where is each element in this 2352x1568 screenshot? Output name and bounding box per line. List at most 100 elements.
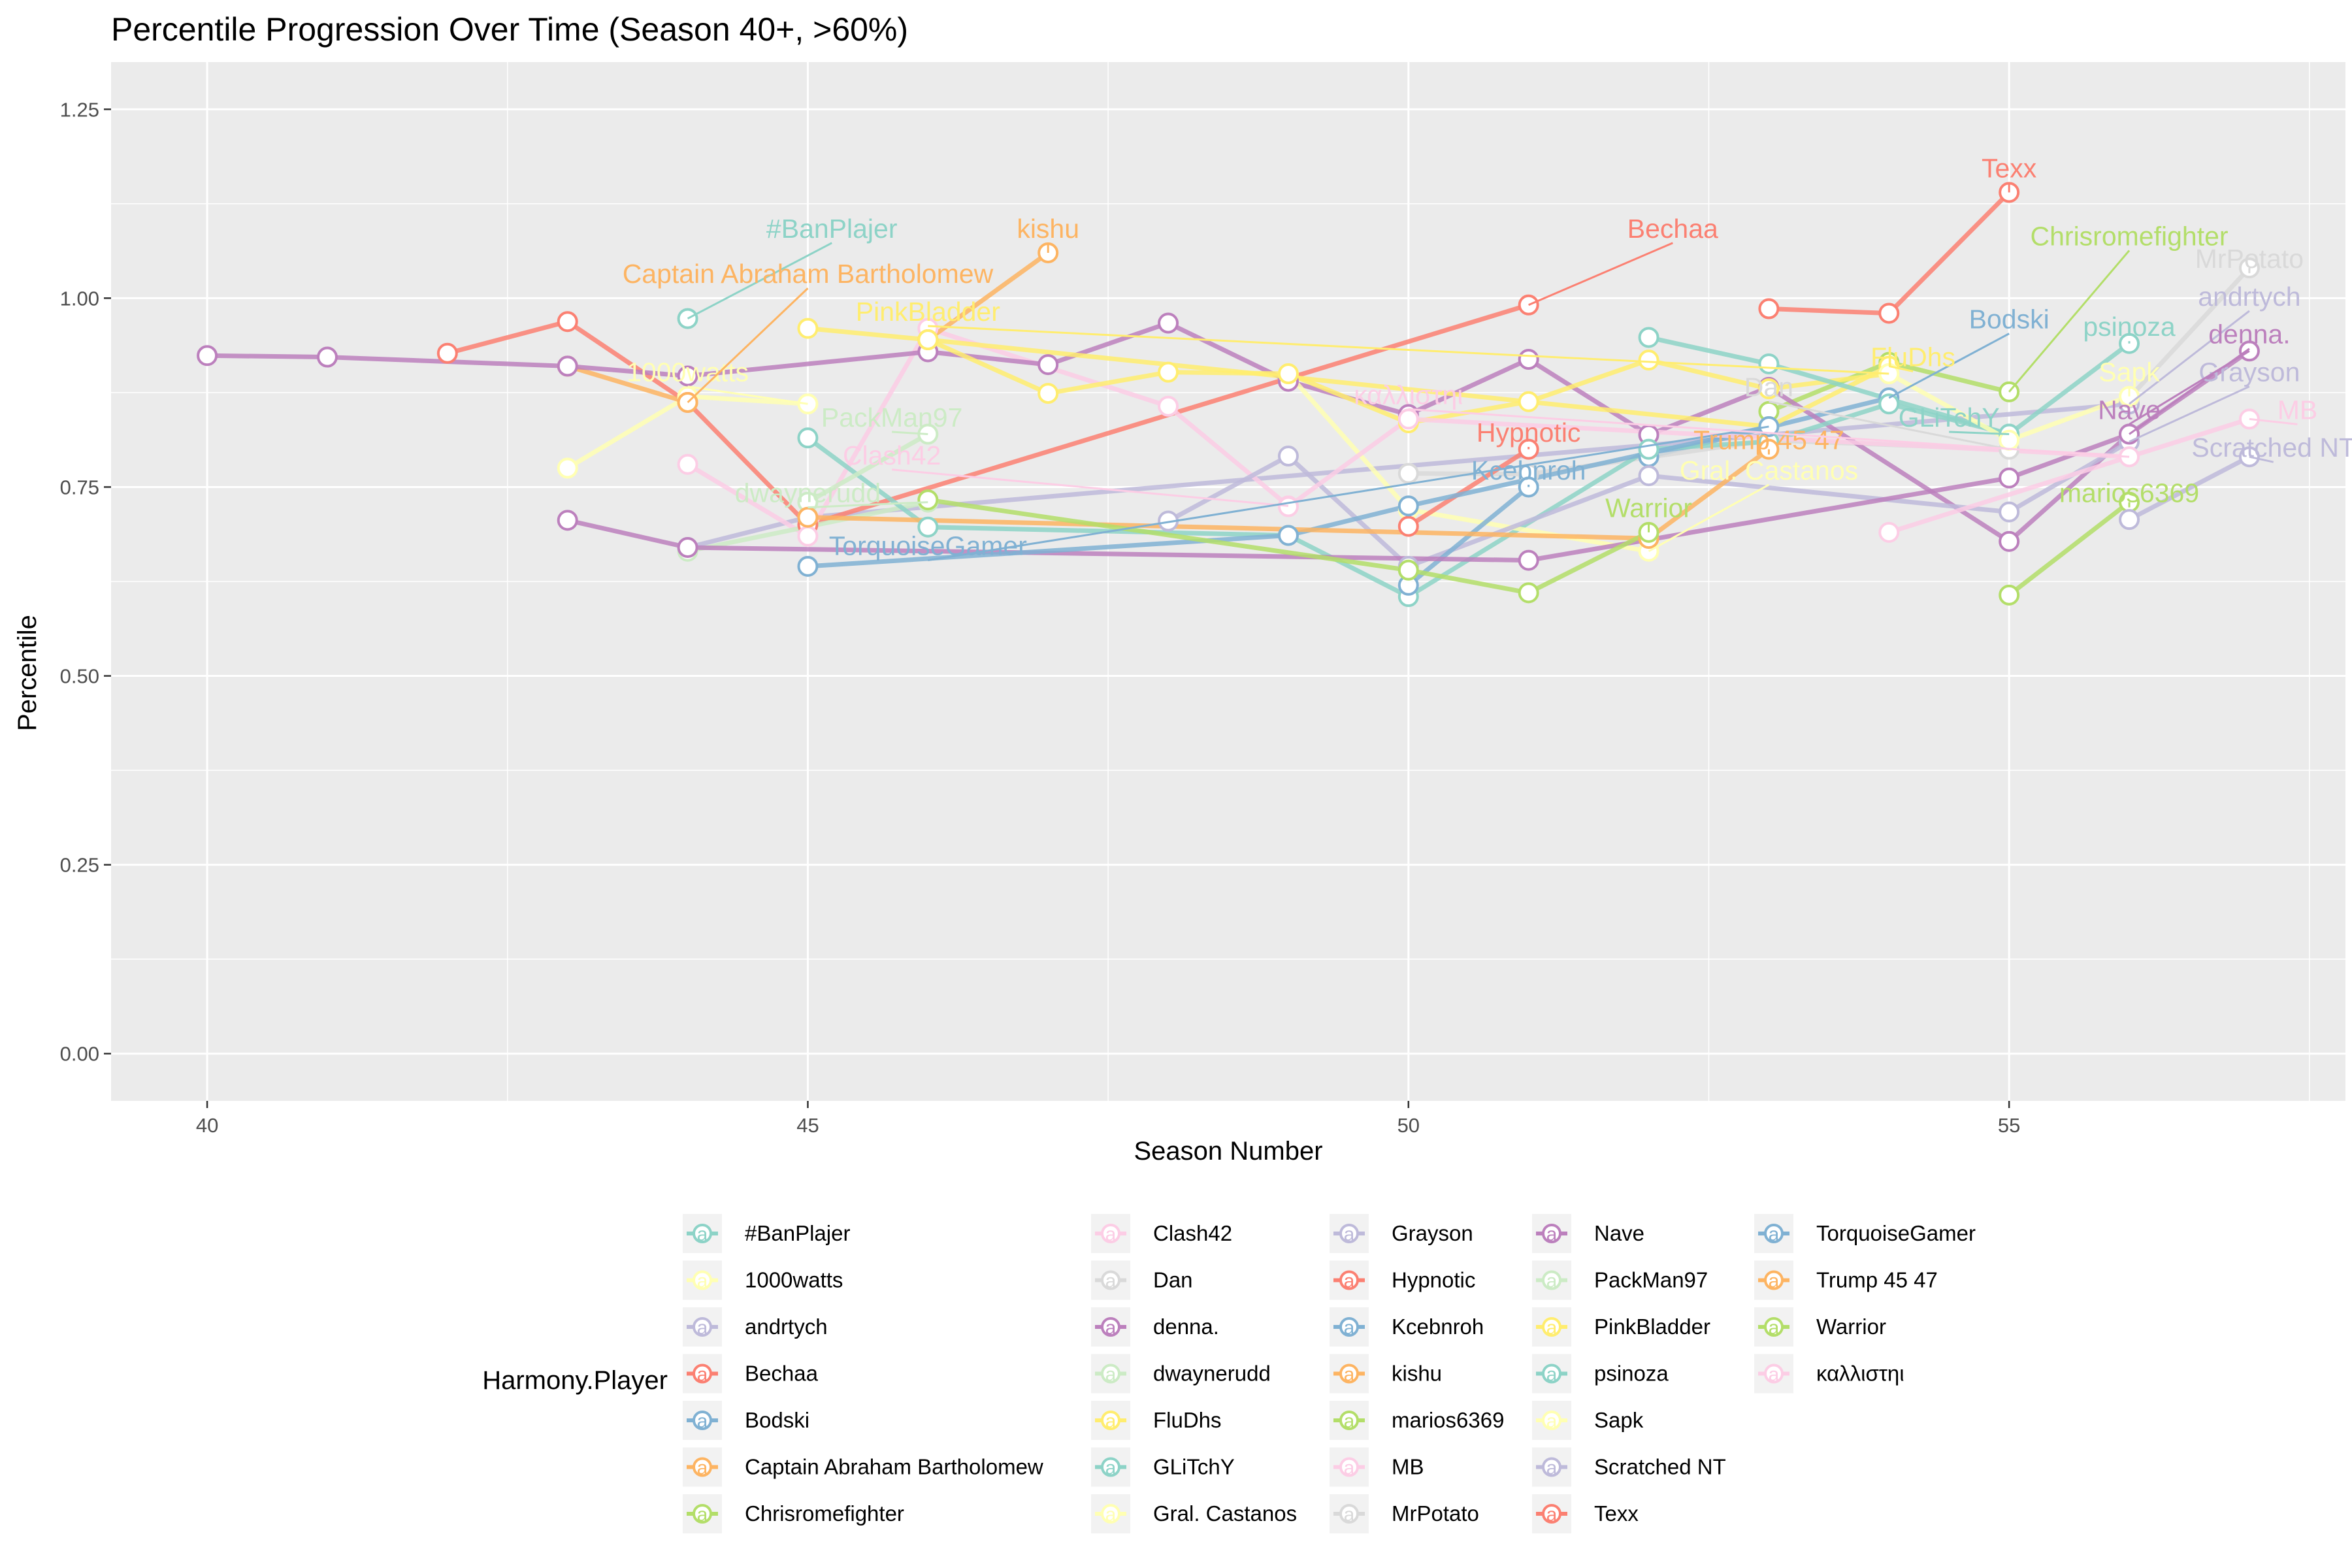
- label-leader: [2249, 417, 2298, 425]
- label-leader: [1528, 242, 1673, 306]
- series-label: Bechaa: [1627, 214, 1718, 244]
- data-point: [1878, 393, 1900, 415]
- data-point: [1277, 446, 1299, 467]
- legend-key-point: [1101, 1364, 1120, 1384]
- legend-key-point: [693, 1364, 712, 1384]
- legend-key-glyph: a: [1546, 1317, 1558, 1339]
- legend-key-glyph: a: [697, 1224, 708, 1245]
- legend-item: a Dan: [1091, 1260, 1193, 1300]
- series-label: Bodski: [1969, 304, 2050, 335]
- data-point: [1999, 531, 2020, 552]
- data-point: [1758, 378, 1780, 400]
- data-point: [1999, 467, 2020, 489]
- label-leader: [2129, 310, 2250, 405]
- data-point: [1397, 495, 1419, 517]
- series-label: kishu: [1017, 214, 1079, 244]
- legend-key-glyph: a: [1105, 1317, 1117, 1339]
- legend-label: MrPotato: [1392, 1501, 1479, 1526]
- legend-item: a MB: [1330, 1447, 1424, 1487]
- legend-item: a kishu: [1330, 1354, 1442, 1394]
- legend-key-glyph: a: [697, 1271, 708, 1292]
- legend-item: a GLiTchY: [1091, 1447, 1235, 1487]
- legend-item: a Nave: [1532, 1214, 1644, 1253]
- series-label: Dan: [1744, 372, 1793, 402]
- legend-label: Clash42: [1153, 1221, 1232, 1245]
- legend-item: a Warrior: [1754, 1307, 1886, 1347]
- series-line: [204, 321, 2132, 544]
- legend-key-glyph: a: [697, 1317, 708, 1339]
- series-label: #BanPlajer: [766, 214, 898, 244]
- legend-key-point: [1542, 1364, 1561, 1384]
- series-label: MB: [2278, 395, 2318, 425]
- data-point: [1638, 350, 1659, 371]
- data-point: [436, 342, 458, 364]
- legend-item: a Sapk: [1532, 1401, 1644, 1440]
- x-tick-label: 55: [1998, 1114, 2020, 1137]
- legend-item: a dwaynerudd: [1091, 1354, 1271, 1394]
- series-label: Warrior: [1605, 493, 1692, 523]
- legend-key-point: [693, 1457, 712, 1477]
- legend-key-glyph: a: [1769, 1224, 1780, 1245]
- legend-label: Kcebnroh: [1392, 1315, 1484, 1339]
- legend-item: a psinoza: [1532, 1354, 1669, 1394]
- data-point: [1397, 559, 1419, 581]
- legend-key-point: [1542, 1504, 1561, 1524]
- legend-label: marios6369: [1392, 1408, 1504, 1432]
- data-point: [797, 427, 819, 449]
- data-point: [1397, 515, 1419, 537]
- legend-key-point: [693, 1270, 712, 1290]
- label-leader: [2008, 250, 2131, 393]
- series-label: psinoza: [2083, 312, 2176, 342]
- legend-key-point: [1339, 1317, 1359, 1337]
- legend-label: Texx: [1594, 1501, 1639, 1526]
- legend-key-point: [693, 1504, 712, 1524]
- legend-key-point: [1339, 1270, 1359, 1290]
- series-label: Clash42: [843, 440, 941, 470]
- label-leader: [1888, 365, 1914, 372]
- y-tick-label: 0.50: [60, 665, 99, 688]
- data-point: [1158, 361, 1179, 383]
- legend-label: Grayson: [1392, 1221, 1473, 1245]
- x-tick-label: 40: [196, 1114, 218, 1137]
- series-line: [805, 432, 930, 505]
- legend-item: a καλλιστηι: [1754, 1354, 1904, 1394]
- label-leader: [2129, 350, 2250, 425]
- legend-key-glyph: a: [697, 1458, 708, 1479]
- legend-title: Harmony.Player: [482, 1366, 668, 1395]
- y-tick-label: 0.25: [60, 854, 99, 877]
- legend-key-point: [1101, 1504, 1120, 1524]
- series-label: Scratched NT: [2191, 433, 2352, 463]
- data-point: [316, 346, 338, 368]
- legend-key-glyph: a: [697, 1411, 708, 1432]
- legend-key-point: [1339, 1457, 1359, 1477]
- legend-label: Nave: [1594, 1221, 1644, 1245]
- data-point: [677, 536, 698, 558]
- legend-label: Warrior: [1816, 1315, 1886, 1339]
- y-tick-label: 1.25: [60, 98, 99, 121]
- data-point: [1158, 312, 1179, 334]
- legend-key-glyph: a: [1344, 1317, 1355, 1339]
- y-tick-label: 0.00: [60, 1043, 99, 1066]
- series-label: PinkBladder: [856, 297, 1000, 327]
- legend-item: a Hypnotic: [1330, 1260, 1475, 1300]
- legend-key-point: [1764, 1364, 1784, 1384]
- data-point: [1638, 438, 1659, 460]
- label-leader: [687, 385, 808, 405]
- legend-label: Bechaa: [745, 1362, 819, 1386]
- data-point: [797, 506, 819, 528]
- data-point: [1277, 525, 1299, 546]
- series-label: marios6369: [2059, 478, 2199, 508]
- legend-label: Sapk: [1594, 1408, 1644, 1432]
- y-tick-label: 0.75: [60, 476, 99, 498]
- legend-key-point: [693, 1224, 712, 1243]
- legend-key-glyph: a: [1769, 1271, 1780, 1292]
- data-point: [1518, 349, 1539, 370]
- legend-label: psinoza: [1594, 1362, 1669, 1386]
- legend-key-glyph: a: [1344, 1364, 1355, 1386]
- series-points: [197, 182, 2260, 608]
- legend-label: #BanPlajer: [745, 1221, 850, 1245]
- legend-key-point: [1764, 1317, 1784, 1337]
- data-point: [557, 355, 578, 377]
- data-point: [1518, 391, 1539, 412]
- data-point: [557, 510, 578, 531]
